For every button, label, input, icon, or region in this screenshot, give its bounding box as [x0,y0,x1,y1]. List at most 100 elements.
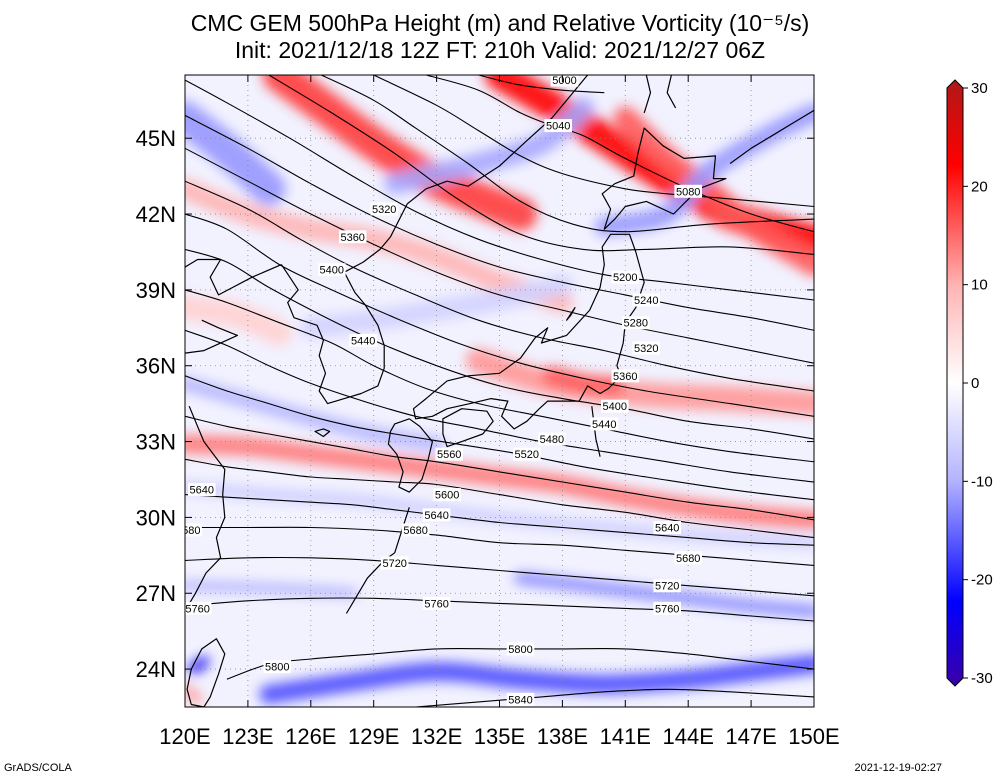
contour-label-text: 5600 [435,490,459,502]
contour-label: 5680 [674,551,702,565]
contour-label: 5440 [590,417,619,431]
height-contour [185,180,814,392]
lat-tick-label: 39N [136,278,176,303]
contour-label-bg [653,521,681,534]
height-contour [185,415,814,521]
contour-label: 5520 [513,447,541,461]
contour-label-bg [550,75,579,87]
contour-label-bg [370,202,398,216]
contour-label-text: 5720 [655,581,679,593]
footer-timestamp: 2021-12-19-02:27 [854,762,942,774]
contour-label-bg [188,483,216,497]
vorticity-band [613,106,814,277]
vorticity-band [465,348,814,417]
lon-tick-label: 120E [159,724,210,749]
vorticity-band [185,295,292,346]
contour-label: 5800 [263,660,292,674]
contour-label: 5800 [506,642,535,656]
contour-label-bg [338,230,367,244]
lat-tick-label: 33N [136,430,176,455]
contour-labels: 5000 5040 5080 5200 5240 5280 5320 5320 5360 5360… [182,75,702,706]
contour-label-bg [185,523,202,537]
map-axes: 120E 123E 126E 129E 132E 135E 138E 141E 144E 147E… [136,75,840,749]
contour-label-text: 5400 [603,401,627,413]
contour-label-text: 5760 [424,598,448,610]
height-contour [185,329,814,483]
contour-label: 5360 [611,369,640,383]
contour-label-bg [632,293,661,307]
colorbar: 30 20 10 0 -10 -20 -30 [946,79,993,687]
contour-label: 5400 [601,399,629,413]
coastline-china-east [185,319,238,354]
coastline-sado [566,307,576,321]
contour-label-bg [435,447,463,461]
contour-label-text: 5760 [185,603,209,615]
height-contours [185,75,814,707]
contour-label: 5280 [622,316,650,330]
lon-tick-label: 141E [600,724,651,749]
lon-tick-label: 129E [348,724,399,749]
contour-label-text: 580 [182,525,200,537]
coastline-shikoku [442,408,494,448]
contour-label-bg [653,601,681,615]
contour-label-text: 5560 [437,449,461,461]
lon-tick-label: 144E [663,724,714,749]
contour-label-text: 5320 [634,343,658,355]
lon-tick-label: 132E [411,724,462,749]
lon-tick-label: 147E [725,724,776,749]
contour-label-text: 5480 [540,434,564,446]
contour-label-bg [544,119,572,133]
coastline-korea [280,203,408,405]
contour-label: 5760 [422,596,451,610]
contour-label: 5640 [422,508,451,522]
contour-label-bg [622,316,650,330]
coastline-hokkaido [601,127,727,230]
contour-label: 5560 [435,447,463,461]
vorticity-band [188,656,210,675]
contour-label-bg [401,523,430,537]
height-contour [185,213,814,417]
contour-label-bg [653,579,681,593]
colorbar-tick-label: 30 [971,80,988,97]
map-subtitle: Init: 2021/12/18 12Z FT: 210h Valid: 202… [234,37,766,63]
footer-credit: GrADS/COLA [4,762,72,774]
lon-tick-label: 126E [285,724,336,749]
contour-label: 5720 [653,579,681,593]
colorbar-ticks: 30 20 10 0 -10 -20 -30 [963,80,993,687]
vorticity-band [594,103,814,237]
contour-label: 5640 [188,483,216,497]
height-contour [185,114,814,331]
coastline-taiwan [186,638,226,707]
contour-label: 5400 [318,263,346,277]
contour-label-bg [513,447,541,461]
lat-tick-label: 42N [136,202,176,227]
coastline-jeju [314,428,331,438]
contour-label-bg [506,642,535,656]
contour-label-bg [349,333,377,347]
contour-label: 5000 [550,75,579,87]
colorbar-tick-label: 0 [971,375,979,392]
height-contour [321,75,814,233]
lat-tick-label: 45N [136,126,176,151]
contour-label-text: 5240 [634,295,658,307]
coastline-sakhalin-e [666,75,677,109]
contour-label-bg [674,184,702,198]
height-contour [425,75,814,233]
height-contour [185,556,814,597]
contour-label-text: 5000 [552,75,576,87]
contour-label: 5480 [538,432,566,446]
lat-tick-label: 30N [136,505,176,530]
contour-label: 5720 [380,556,409,570]
vorticity-band [259,654,814,704]
coastline-ryukyu [345,507,410,614]
vorticity-band [262,75,538,231]
contour-label-text: 5200 [613,272,637,284]
contour-label-text: 5800 [265,662,289,674]
contour-label: 5200 [611,270,640,284]
coastline-kyushu [387,418,433,493]
contour-label: 5600 [433,488,461,502]
contour-label-bg [318,263,346,277]
height-contour [185,526,814,566]
contour-label-text: 5440 [351,335,375,347]
